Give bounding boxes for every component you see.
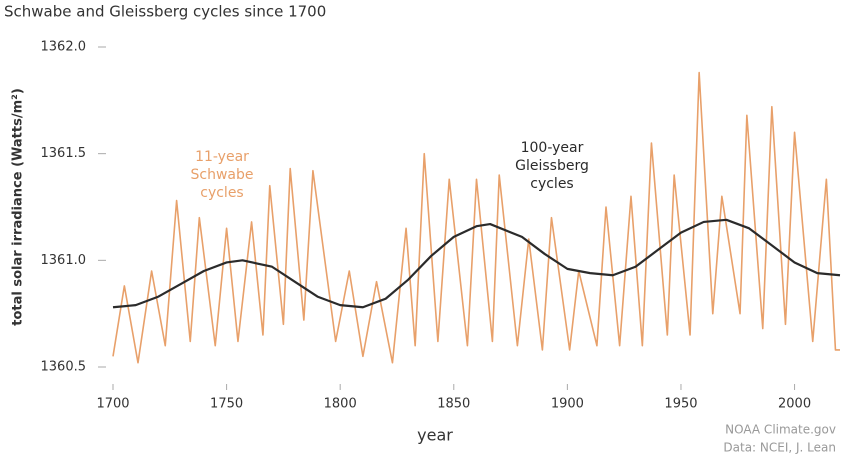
y-tick-label: 1361.0	[41, 253, 87, 268]
y-tick-label: 1362.0	[41, 40, 87, 55]
annotation: Schwabe	[191, 167, 254, 183]
chart-title: Schwabe and Gleissberg cycles since 1700	[4, 3, 326, 21]
annotation: cycles	[530, 176, 573, 192]
source-credit: Data: NCEI, J. Lean	[723, 441, 836, 455]
x-tick-label: 2000	[778, 397, 811, 412]
data-line	[112, 218, 841, 309]
annotation: Gleissberg	[515, 158, 589, 174]
data-line	[112, 71, 840, 364]
x-tick-label: 1850	[437, 397, 470, 412]
x-tick-label: 1800	[324, 397, 357, 412]
annotation: cycles	[200, 185, 243, 201]
y-axis-label: total solar irradiance (Watts/m²)	[11, 88, 26, 326]
x-tick-label: 1950	[664, 397, 697, 412]
y-tick-label: 1361.5	[41, 146, 87, 161]
x-tick-label: 1700	[96, 397, 129, 412]
annotation: 11-year	[195, 149, 249, 165]
x-tick-label: 1900	[551, 397, 584, 412]
annotation: 100-year	[521, 140, 584, 156]
x-tick-label: 1750	[210, 397, 243, 412]
source-credit: NOAA Climate.gov	[725, 423, 836, 437]
y-tick-label: 1360.5	[41, 360, 87, 375]
x-axis-label: year	[417, 426, 453, 445]
